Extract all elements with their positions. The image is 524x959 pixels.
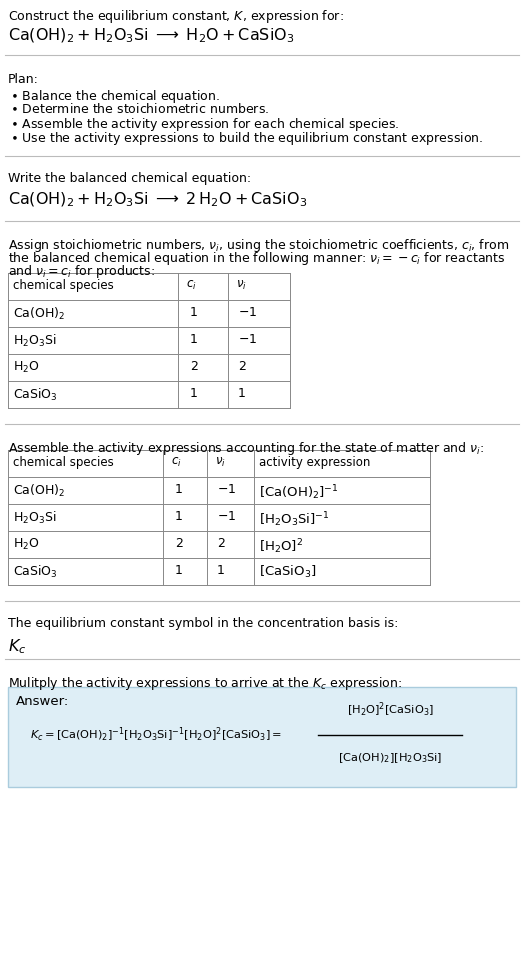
Text: $\nu_i$: $\nu_i$ xyxy=(236,279,247,292)
Text: $\mathrm{CaSiO_3}$: $\mathrm{CaSiO_3}$ xyxy=(13,564,58,580)
Text: $[\mathrm{H_2O}]^2 [\mathrm{CaSiO_3}]$: $[\mathrm{H_2O}]^2 [\mathrm{CaSiO_3}]$ xyxy=(346,701,433,719)
Text: $-1$: $-1$ xyxy=(238,306,257,319)
Text: 1: 1 xyxy=(175,483,183,496)
Text: Assemble the activity expressions accounting for the state of matter and $\nu_i$: Assemble the activity expressions accoun… xyxy=(8,440,484,457)
Text: Mulitply the activity expressions to arrive at the $K_c$ expression:: Mulitply the activity expressions to arr… xyxy=(8,675,402,692)
Text: $\mathrm{Ca(OH)_2 + H_2O_3Si} \;\longrightarrow\; \mathrm{2\,H_2O + CaSiO_3}$: $\mathrm{Ca(OH)_2 + H_2O_3Si} \;\longrig… xyxy=(8,191,307,209)
Text: Assign stoichiometric numbers, $\nu_i$, using the stoichiometric coefficients, $: Assign stoichiometric numbers, $\nu_i$, … xyxy=(8,237,509,254)
Text: activity expression: activity expression xyxy=(259,456,370,469)
Text: $\mathrm{H_2O_3Si}$: $\mathrm{H_2O_3Si}$ xyxy=(13,333,57,349)
Text: $c_i$: $c_i$ xyxy=(186,279,196,292)
Text: chemical species: chemical species xyxy=(13,456,114,469)
Text: $-1$: $-1$ xyxy=(217,510,236,523)
Text: $\mathrm{H_2O}$: $\mathrm{H_2O}$ xyxy=(13,537,40,552)
Text: $[\mathrm{CaSiO_3}]$: $[\mathrm{CaSiO_3}]$ xyxy=(259,564,316,580)
Text: $[\mathrm{H_2O_3Si}]^{-1}$: $[\mathrm{H_2O_3Si}]^{-1}$ xyxy=(259,510,330,528)
Text: $-1$: $-1$ xyxy=(217,483,236,496)
Text: 1: 1 xyxy=(238,387,246,400)
Text: $[\mathrm{Ca(OH)_2}]^{-1}$: $[\mathrm{Ca(OH)_2}]^{-1}$ xyxy=(259,483,339,502)
Text: The equilibrium constant symbol in the concentration basis is:: The equilibrium constant symbol in the c… xyxy=(8,617,398,630)
Text: 1: 1 xyxy=(217,564,225,577)
Text: 1: 1 xyxy=(175,564,183,577)
Text: 2: 2 xyxy=(217,537,225,550)
FancyBboxPatch shape xyxy=(8,687,516,787)
Text: $K_c$: $K_c$ xyxy=(8,637,26,656)
Text: $\mathrm{Ca(OH)_2 + H_2O_3Si} \;\longrightarrow\; \mathrm{H_2O + CaSiO_3}$: $\mathrm{Ca(OH)_2 + H_2O_3Si} \;\longrig… xyxy=(8,27,294,45)
Text: $\mathrm{CaSiO_3}$: $\mathrm{CaSiO_3}$ xyxy=(13,387,58,403)
Text: $\nu_i$: $\nu_i$ xyxy=(215,456,226,469)
Text: chemical species: chemical species xyxy=(13,279,114,292)
Text: Write the balanced chemical equation:: Write the balanced chemical equation: xyxy=(8,172,251,185)
Text: 1: 1 xyxy=(190,387,198,400)
Text: 2: 2 xyxy=(175,537,183,550)
Text: 1: 1 xyxy=(190,306,198,319)
Text: $[\mathrm{H_2O}]^{2}$: $[\mathrm{H_2O}]^{2}$ xyxy=(259,537,303,555)
Text: $\bullet$ Assemble the activity expression for each chemical species.: $\bullet$ Assemble the activity expressi… xyxy=(10,116,399,133)
Text: 2: 2 xyxy=(190,360,198,373)
Text: 2: 2 xyxy=(238,360,246,373)
Text: $\bullet$ Determine the stoichiometric numbers.: $\bullet$ Determine the stoichiometric n… xyxy=(10,102,269,116)
Text: $\bullet$ Balance the chemical equation.: $\bullet$ Balance the chemical equation. xyxy=(10,88,220,105)
Text: Construct the equilibrium constant, $K$, expression for:: Construct the equilibrium constant, $K$,… xyxy=(8,8,344,25)
Text: $\mathrm{Ca(OH)_2}$: $\mathrm{Ca(OH)_2}$ xyxy=(13,483,65,499)
Text: 1: 1 xyxy=(175,510,183,523)
Text: $K_c = [\mathrm{Ca(OH)_2}]^{-1} [\mathrm{H_2O_3Si}]^{-1} [\mathrm{H_2O}]^{2} [\m: $K_c = [\mathrm{Ca(OH)_2}]^{-1} [\mathrm… xyxy=(30,726,282,744)
Text: $-1$: $-1$ xyxy=(238,333,257,346)
Text: $\mathrm{H_2O}$: $\mathrm{H_2O}$ xyxy=(13,360,40,375)
Text: the balanced chemical equation in the following manner: $\nu_i = -c_i$ for react: the balanced chemical equation in the fo… xyxy=(8,250,506,267)
Text: $[\mathrm{Ca(OH)_2}] [\mathrm{H_2O_3Si}]$: $[\mathrm{Ca(OH)_2}] [\mathrm{H_2O_3Si}]… xyxy=(338,751,442,765)
Text: 1: 1 xyxy=(190,333,198,346)
Text: Plan:: Plan: xyxy=(8,73,39,86)
Text: and $\nu_i = c_i$ for products:: and $\nu_i = c_i$ for products: xyxy=(8,263,155,280)
Text: $\bullet$ Use the activity expressions to build the equilibrium constant express: $\bullet$ Use the activity expressions t… xyxy=(10,130,483,147)
Text: $c_i$: $c_i$ xyxy=(171,456,182,469)
Text: Answer:: Answer: xyxy=(16,695,69,708)
Text: $\mathrm{H_2O_3Si}$: $\mathrm{H_2O_3Si}$ xyxy=(13,510,57,526)
Text: $\mathrm{Ca(OH)_2}$: $\mathrm{Ca(OH)_2}$ xyxy=(13,306,65,322)
